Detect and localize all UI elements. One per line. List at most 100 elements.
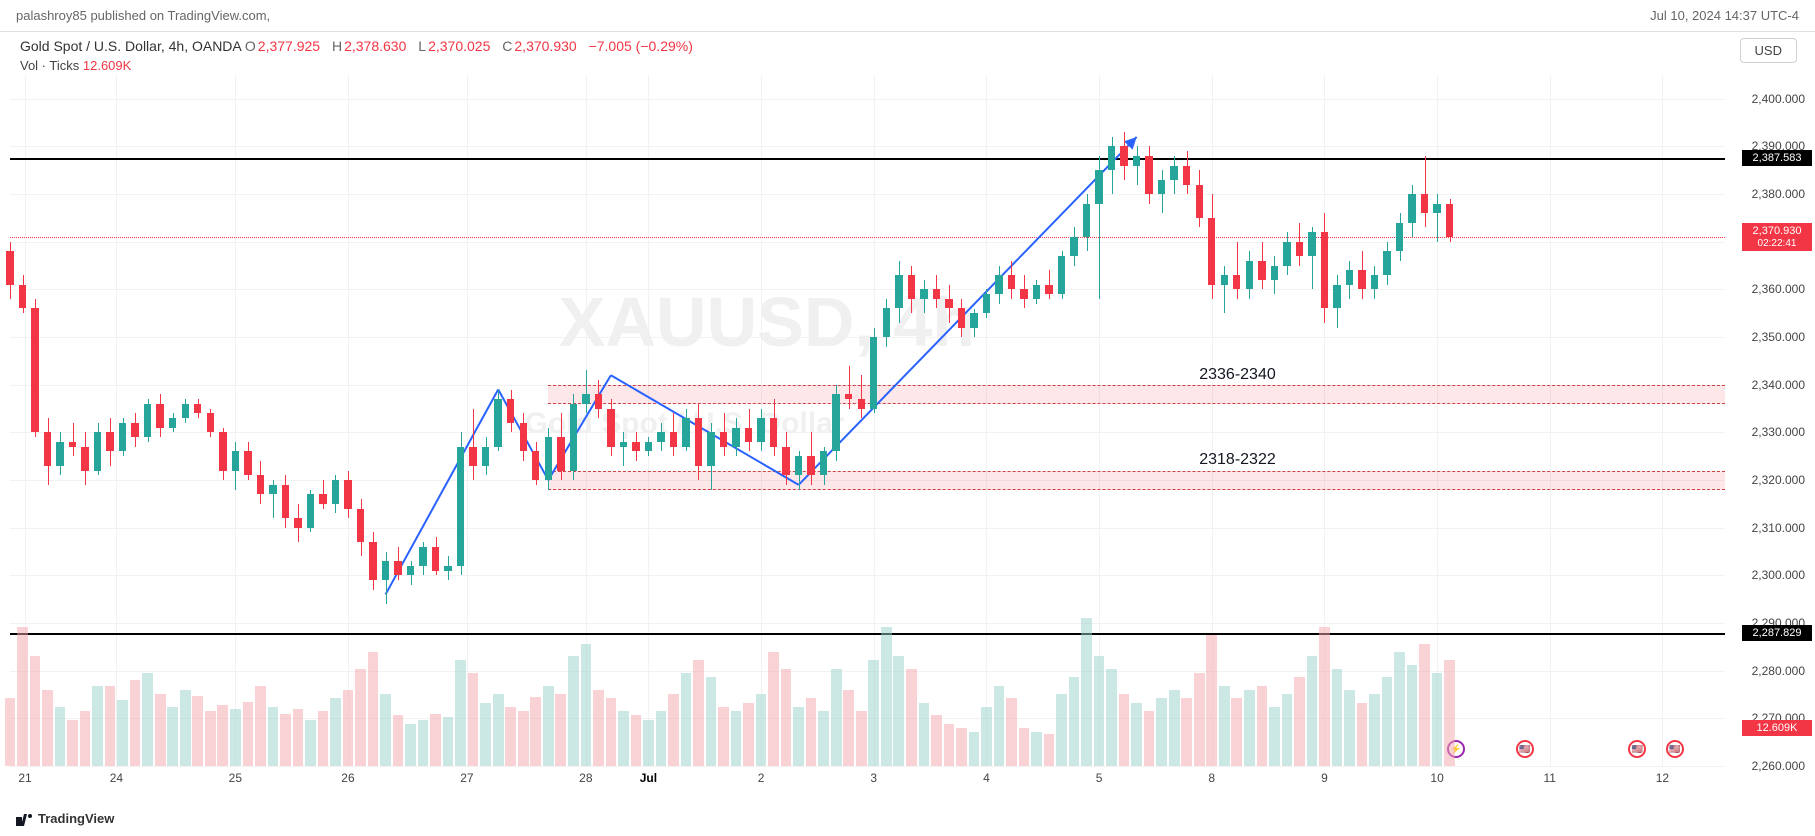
candle[interactable] — [543, 428, 554, 490]
volume-bar[interactable] — [443, 717, 454, 766]
volume-bar[interactable] — [192, 696, 203, 766]
volume-bar[interactable] — [581, 644, 592, 766]
volume-bar[interactable] — [243, 702, 254, 766]
volume-bar[interactable] — [806, 698, 817, 766]
candle[interactable] — [268, 480, 279, 518]
candle[interactable] — [831, 385, 842, 461]
volume-bar[interactable] — [368, 652, 379, 766]
volume-bar[interactable] — [42, 690, 53, 766]
volume-bar[interactable] — [1382, 677, 1393, 766]
volume-bar[interactable] — [756, 694, 767, 766]
volume-bar[interactable] — [1044, 734, 1055, 766]
price-label-box[interactable]: 2,287.829 — [1742, 625, 1812, 641]
event-icon[interactable]: 🇺🇸 — [1666, 740, 1684, 758]
candle[interactable] — [17, 275, 28, 313]
candle[interactable] — [606, 399, 617, 456]
candle[interactable] — [418, 542, 429, 575]
candle[interactable] — [568, 394, 579, 480]
candle[interactable] — [818, 447, 829, 485]
candle[interactable] — [681, 409, 692, 452]
volume-bar[interactable] — [881, 627, 892, 766]
volume-bar[interactable] — [1319, 627, 1330, 766]
candle[interactable] — [1332, 275, 1343, 327]
volume-bar[interactable] — [142, 673, 153, 766]
volume-bar[interactable] — [505, 707, 516, 766]
candle[interactable] — [405, 561, 416, 585]
volume-bar[interactable] — [330, 698, 341, 766]
candle[interactable] — [293, 504, 304, 542]
price-label-box[interactable]: 2,370.93002:22:41 — [1742, 223, 1812, 251]
candle[interactable] — [1319, 213, 1330, 323]
volume-bar[interactable] — [981, 707, 992, 766]
volume-bar[interactable] — [1307, 656, 1318, 766]
volume-bar[interactable] — [718, 707, 729, 766]
volume-bar[interactable] — [343, 690, 354, 766]
volume-bar[interactable] — [656, 711, 667, 766]
volume-bar[interactable] — [30, 656, 41, 766]
candle[interactable] — [1432, 194, 1443, 242]
candle[interactable] — [781, 432, 792, 484]
candle[interactable] — [117, 418, 128, 456]
candle[interactable] — [1094, 156, 1105, 299]
candle[interactable] — [931, 275, 942, 308]
volume-bar[interactable] — [1069, 677, 1080, 766]
volume-bar[interactable] — [1432, 673, 1443, 766]
zone-label[interactable]: 2318-2322 — [1199, 451, 1276, 469]
volume-bar[interactable] — [418, 720, 429, 766]
volume-bar[interactable] — [355, 669, 366, 766]
candle[interactable] — [505, 390, 516, 433]
candle[interactable] — [1419, 156, 1430, 227]
price-zone[interactable] — [548, 471, 1725, 490]
candle[interactable] — [1244, 251, 1255, 299]
volume-bar[interactable] — [67, 720, 78, 766]
volume-bar[interactable] — [743, 703, 754, 766]
candle[interactable] — [668, 413, 679, 456]
candle[interactable] — [180, 399, 191, 423]
candle[interactable] — [1031, 280, 1042, 304]
volume-bar[interactable] — [793, 707, 804, 766]
volume-bar[interactable] — [1257, 686, 1268, 766]
volume-bar[interactable] — [405, 724, 416, 766]
volume-bar[interactable] — [856, 711, 867, 766]
price-zone[interactable] — [548, 385, 1725, 404]
candle[interactable] — [1056, 251, 1067, 299]
volume-bar[interactable] — [1019, 728, 1030, 766]
candle[interactable] — [1106, 137, 1117, 194]
candle[interactable] — [1444, 199, 1455, 242]
volume-bar[interactable] — [931, 715, 942, 766]
horizontal-line[interactable] — [10, 158, 1725, 160]
volume-bar[interactable] — [919, 703, 930, 766]
volume-bar[interactable] — [518, 711, 529, 766]
volume-bar[interactable] — [1006, 698, 1017, 766]
volume-bar[interactable] — [1094, 656, 1105, 766]
candle[interactable] — [217, 428, 228, 480]
candle[interactable] — [167, 413, 178, 432]
candle[interactable] — [205, 409, 216, 438]
volume-bar[interactable] — [1332, 669, 1343, 766]
volume-bar[interactable] — [1194, 673, 1205, 766]
candle[interactable] — [1131, 146, 1142, 184]
volume-bar[interactable] — [831, 669, 842, 766]
candle[interactable] — [906, 266, 917, 314]
candle[interactable] — [1144, 146, 1155, 203]
candle[interactable] — [919, 280, 930, 313]
candle[interactable] — [55, 432, 66, 475]
volume-bar[interactable] — [681, 673, 692, 766]
candle[interactable] — [1194, 170, 1205, 227]
candle[interactable] — [443, 556, 454, 580]
candle[interactable] — [518, 413, 529, 461]
volume-bar[interactable] — [480, 703, 491, 766]
candle[interactable] — [330, 475, 341, 513]
volume-bar[interactable] — [55, 707, 66, 766]
candle[interactable] — [1044, 270, 1055, 299]
candle[interactable] — [1344, 261, 1355, 299]
candle[interactable] — [1081, 194, 1092, 251]
volume-bar[interactable] — [92, 686, 103, 766]
candle[interactable] — [643, 437, 654, 456]
candle[interactable] — [1119, 132, 1130, 180]
volume-bar[interactable] — [468, 673, 479, 766]
candle[interactable] — [230, 442, 241, 490]
candle[interactable] — [92, 423, 103, 475]
candle[interactable] — [42, 418, 53, 485]
volume-bar[interactable] — [1219, 686, 1230, 766]
